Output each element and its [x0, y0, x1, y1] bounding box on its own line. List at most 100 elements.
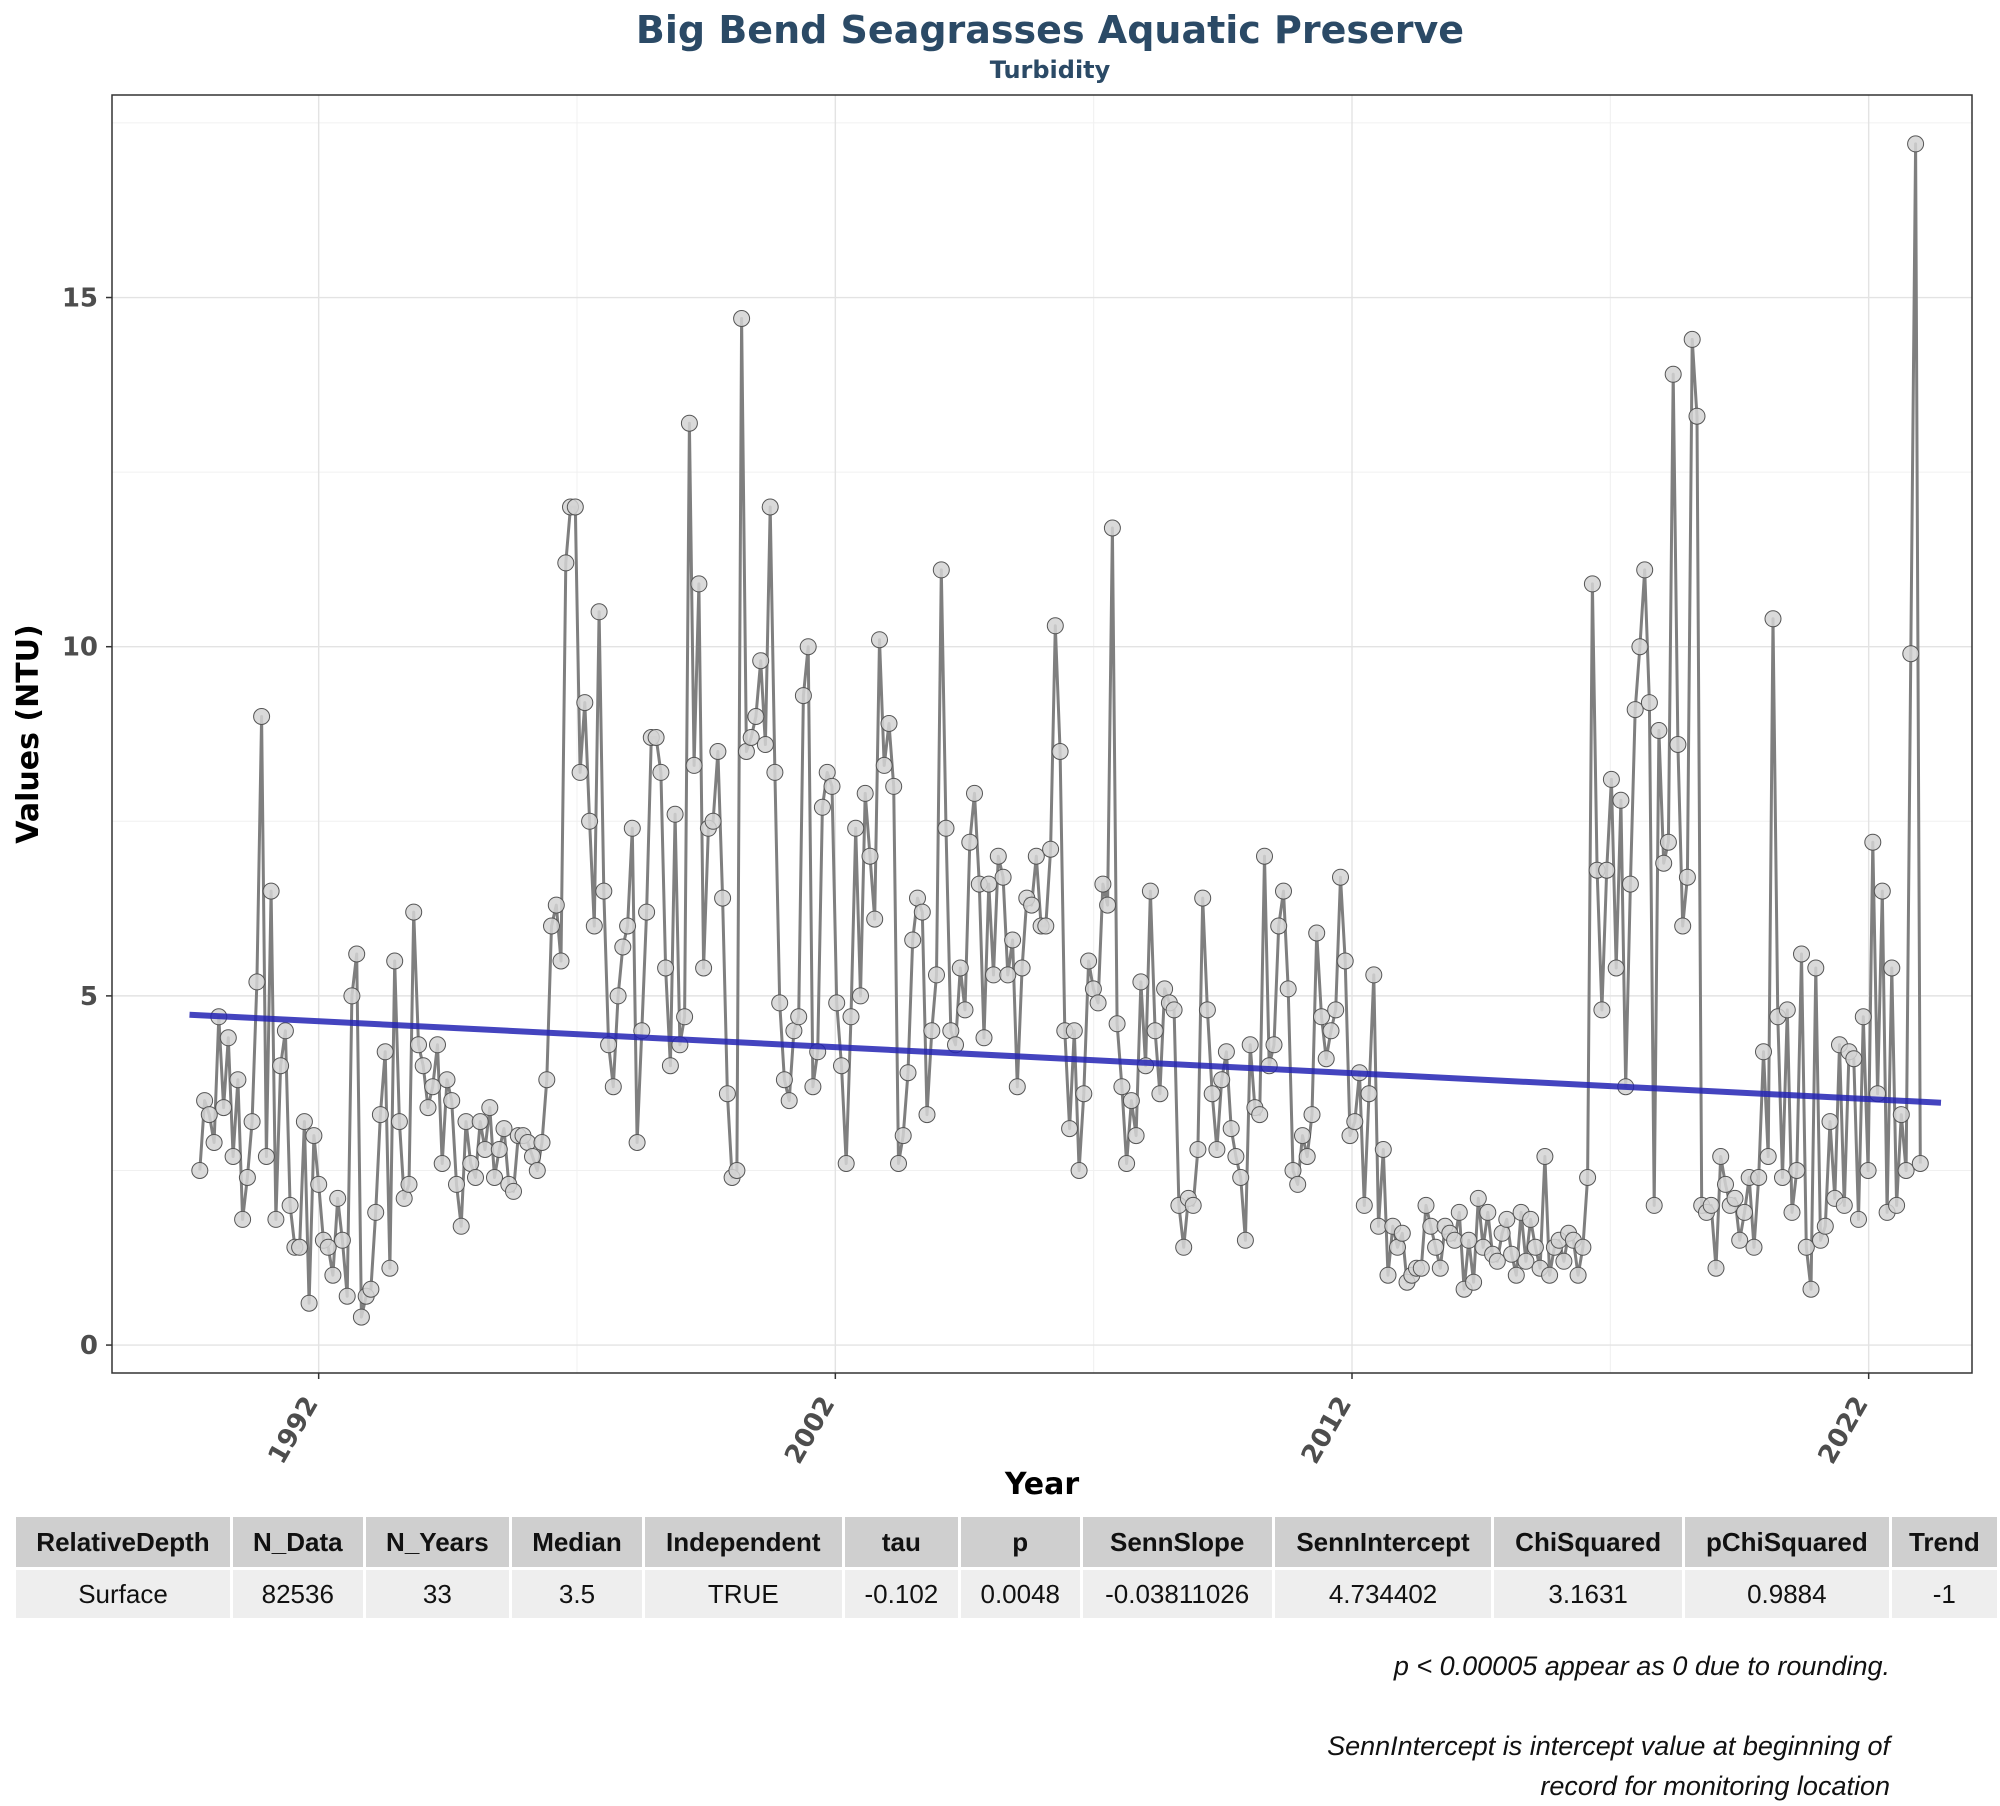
data-point: [1688, 407, 1706, 425]
data-point: [1289, 1175, 1307, 1193]
data-point: [718, 1085, 736, 1103]
data-point: [1669, 736, 1687, 753]
data-point: [481, 1099, 499, 1117]
data-point: [343, 987, 361, 1005]
data-point: [1541, 1266, 1559, 1284]
data-point: [1222, 1120, 1240, 1138]
data-point: [1631, 638, 1649, 656]
table-header-cell: Median: [510, 1517, 645, 1569]
data-point: [1203, 1085, 1221, 1103]
data-point: [1265, 1036, 1283, 1054]
data-point: [1013, 959, 1031, 977]
table-cell: 3.5: [510, 1567, 645, 1618]
data-point: [1122, 1092, 1140, 1110]
data-point: [1427, 1238, 1445, 1256]
table-cell: 0.9884: [1683, 1567, 1892, 1618]
data-point: [685, 756, 703, 774]
y-tick-label: 10: [62, 633, 98, 663]
table-header-cell: ChiSquared: [1492, 1517, 1685, 1569]
table-cell: Surface: [16, 1567, 233, 1618]
data-point: [666, 805, 684, 823]
data-point: [1103, 519, 1121, 537]
data-point: [1469, 1189, 1487, 1207]
data-point: [813, 798, 831, 816]
data-point: [1759, 1148, 1777, 1165]
data-point: [733, 310, 751, 327]
data-point: [533, 1134, 551, 1151]
stats-table-row: Surface 82536 33 3.5 TRUE -0.102 0.0048 -0.0381…: [16, 1567, 2000, 1618]
data-point: [1241, 1036, 1259, 1054]
data-point: [657, 959, 675, 977]
data-point: [1165, 1001, 1183, 1019]
data-point: [1108, 1015, 1126, 1033]
data-point: [1602, 770, 1620, 788]
data-point: [866, 910, 884, 928]
data-point: [1346, 1113, 1364, 1131]
data-point: [928, 966, 945, 984]
data-point: [1298, 1148, 1316, 1165]
data-point: [338, 1287, 356, 1305]
data-point: [661, 1057, 679, 1075]
data-point: [1579, 1169, 1597, 1186]
data-point: [1118, 1155, 1136, 1172]
data-point: [1536, 1148, 1554, 1165]
data-point: [1236, 1231, 1254, 1249]
data-point: [281, 1196, 299, 1214]
data-point: [1774, 1169, 1791, 1186]
table-cell: -0.03811026: [1081, 1567, 1275, 1618]
data-point: [856, 784, 874, 802]
data-point: [267, 1210, 285, 1228]
data-point: [571, 763, 589, 781]
data-point: [1465, 1273, 1483, 1291]
data-point: [1479, 1203, 1497, 1221]
data-point: [1232, 1169, 1250, 1186]
data-point: [1460, 1231, 1478, 1249]
data-point: [324, 1266, 342, 1284]
data-point: [1061, 1120, 1079, 1138]
data-point: [390, 1113, 408, 1131]
data-point: [1650, 722, 1668, 739]
data-point: [543, 917, 560, 935]
data-point: [448, 1175, 465, 1193]
data-point: [557, 554, 575, 572]
data-point: [486, 1169, 503, 1186]
data-point: [1417, 1196, 1435, 1214]
data-point: [1313, 1008, 1330, 1026]
data-point: [775, 1071, 793, 1089]
data-point: [1807, 959, 1825, 977]
data-point: [1816, 1217, 1834, 1235]
data-point: [1132, 973, 1150, 991]
data-point: [1198, 1001, 1216, 1019]
data-point: [1864, 833, 1882, 851]
data-point: [1645, 1196, 1663, 1214]
data-point: [1702, 1196, 1720, 1214]
data-point: [680, 414, 698, 432]
data-point: [1883, 959, 1901, 977]
table-header-cell: N_Data: [231, 1517, 366, 1569]
data-point: [1621, 875, 1639, 893]
data-point: [1189, 1141, 1207, 1158]
footnote-rounding: p < 0.00005 appear as 0 due to rounding.: [1393, 1651, 1890, 1681]
data-point: [828, 994, 846, 1012]
data-point: [842, 1008, 860, 1026]
data-point: [333, 1231, 351, 1249]
data-point: [966, 784, 983, 802]
data-point: [528, 1162, 546, 1179]
data-point: [1046, 617, 1064, 635]
data-point: [362, 1280, 380, 1298]
data-point: [623, 819, 641, 837]
data-point: [348, 945, 366, 963]
data-point: [1365, 966, 1383, 984]
data-point: [837, 1155, 855, 1172]
data-point: [951, 959, 969, 977]
data-point: [1141, 882, 1159, 900]
data-point: [742, 729, 760, 746]
data-point: [1303, 1106, 1321, 1124]
data-point: [419, 1099, 437, 1117]
data-point: [923, 1022, 941, 1040]
data-point: [861, 847, 879, 865]
data-point: [833, 1057, 850, 1075]
data-point: [295, 1113, 313, 1131]
data-point: [1555, 1252, 1573, 1270]
data-point: [1360, 1085, 1378, 1103]
